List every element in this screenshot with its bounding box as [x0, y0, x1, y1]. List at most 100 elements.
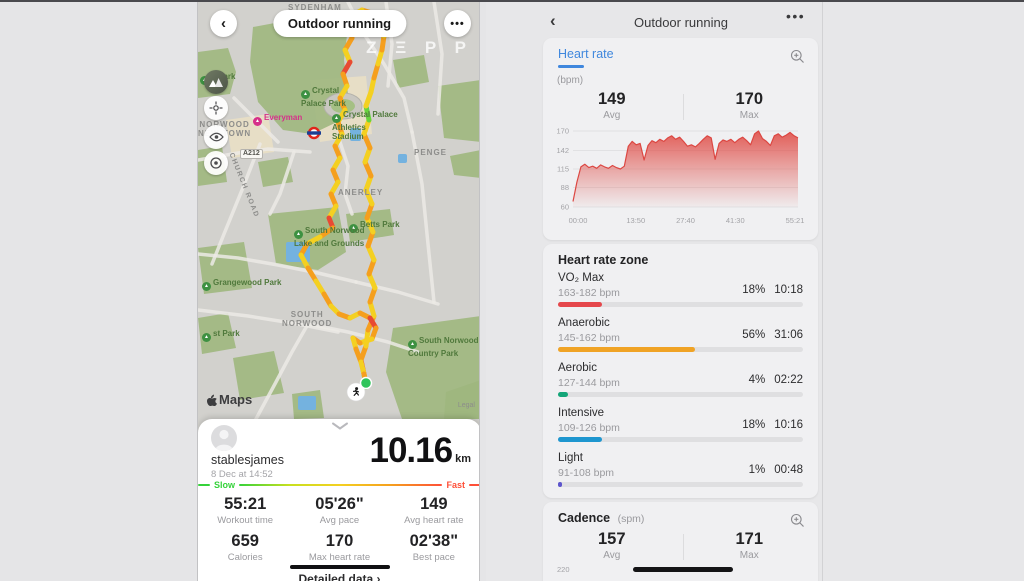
zone-range: 91-108 bpm: [558, 467, 615, 479]
zone-row-light: Light 91-108 bpm 1% 00:48: [558, 452, 803, 497]
route-map[interactable]: SYDENHAM▲d ParkNORWOOD NEW TOWN▲Everyman…: [198, 2, 479, 419]
mountains-icon: [209, 78, 223, 87]
divider: [683, 534, 684, 560]
svg-text:142: 142: [556, 146, 569, 155]
cadence-avg-max-row: 157 Avg 171 Max: [543, 530, 818, 561]
zone-bar-track: [558, 392, 803, 397]
right-phone-screen: ‹ Outdoor running ••• Heart rate (bpm) 1…: [486, 2, 1024, 581]
zone-bar-fill: [558, 302, 603, 307]
stat-value: 170: [325, 532, 354, 550]
chevron-down-icon[interactable]: [331, 422, 349, 430]
zone-name: Light: [558, 452, 583, 464]
compass-icon: [209, 101, 223, 115]
stat-item: 659 Calories: [198, 532, 292, 563]
page-title: Outdoor running: [634, 15, 728, 30]
home-indicator[interactable]: [289, 565, 390, 569]
zone-name: Aerobic: [558, 362, 597, 374]
zone-stats: 1% 00:48: [749, 464, 803, 476]
stat-value: 05'26": [315, 495, 364, 513]
cadence-unit-label: (spm): [617, 513, 645, 525]
stat-item: 149 Avg heart rate: [387, 495, 479, 526]
stat-value: 149: [420, 495, 448, 513]
apple-logo-icon: [207, 394, 217, 406]
eye-icon: [208, 132, 224, 142]
zone-bar-track: [558, 347, 803, 352]
zone-percent: 1%: [748, 464, 766, 476]
zone-percent: 18%: [742, 284, 766, 296]
target-icon: [210, 157, 222, 169]
cadence-avg-label: Avg: [603, 550, 621, 561]
stat-label: Avg pace: [319, 515, 360, 526]
pace-gradient-bar: [239, 483, 443, 487]
cadence-title-row: Cadence (spm): [558, 511, 644, 525]
heart-rate-card: Heart rate (bpm) 149 Avg 170 Max: [543, 38, 818, 240]
stat-label: Max heart rate: [308, 552, 371, 563]
pace-fast-label: Fast: [446, 480, 465, 490]
zone-row-vo-max: VO₂ Max 163-182 bpm 18% 10:18: [558, 272, 803, 317]
person-icon: [215, 429, 233, 451]
zone-bar-fill: [558, 392, 568, 397]
locate-button[interactable]: [204, 151, 228, 175]
zone-bar-track: [558, 302, 803, 307]
svg-text:27:40: 27:40: [676, 216, 695, 225]
avatar[interactable]: [211, 425, 237, 451]
legal-link[interactable]: Legal: [457, 402, 475, 409]
zone-time: 02:22: [774, 374, 803, 386]
more-button[interactable]: •••: [786, 8, 806, 24]
stat-value: 02'38": [409, 532, 459, 550]
tab-heart-rate[interactable]: Heart rate: [558, 47, 614, 61]
stat-item: 05'26" Avg pace: [292, 495, 386, 526]
back-button[interactable]: ‹: [550, 11, 556, 30]
cadence-max-value: 171: [735, 530, 764, 548]
zone-row-intensive: Intensive 109-126 bpm 18% 10:16: [558, 407, 803, 452]
divider: [683, 94, 684, 120]
zone-stats: 18% 10:16: [742, 419, 803, 431]
svg-text:13:50: 13:50: [626, 216, 645, 225]
distance-total: 10.16 km: [370, 431, 472, 471]
zoom-in-icon[interactable]: [790, 513, 805, 528]
heart-rate-chart: 170 142 115 88 60 00:00 13:50 27:40 41:30 55:21: [555, 127, 806, 230]
home-indicator[interactable]: [633, 567, 733, 572]
detailed-data-link[interactable]: Detailed data ›: [298, 572, 381, 581]
more-button[interactable]: •••: [444, 10, 471, 37]
zone-name: Anaerobic: [558, 317, 610, 329]
stat-item: 170 Max heart rate: [292, 532, 386, 563]
svg-text:170: 170: [556, 128, 569, 136]
pace-color-scale: Slow Fast: [198, 479, 479, 491]
summary-sheet: stablesjames 8 Dec at 14:52 10.16 km Slo…: [198, 419, 479, 581]
zone-range: 127-144 bpm: [558, 377, 620, 389]
zoom-in-icon[interactable]: [790, 49, 805, 64]
svg-text:55:21: 55:21: [786, 216, 805, 225]
hr-max-value: 170: [735, 90, 764, 108]
svg-text:115: 115: [557, 165, 569, 174]
visibility-button[interactable]: [204, 125, 228, 149]
zone-time: 10:16: [774, 419, 803, 431]
more-icon: •••: [450, 17, 465, 30]
zone-stats: 56% 31:06: [742, 329, 803, 341]
screen-edge-divider: [822, 2, 823, 581]
zone-row-anaerobic: Anaerobic 145-162 bpm 56% 31:06: [558, 317, 803, 362]
zepp-watermark: Z Ξ P P: [366, 38, 473, 57]
distance-value: 10.16: [369, 431, 454, 470]
zone-range: 145-162 bpm: [558, 332, 620, 344]
hr-avg-max-row: 149 Avg 170 Max: [543, 90, 818, 121]
svg-text:88: 88: [561, 183, 569, 192]
page-title: Outdoor running: [272, 10, 407, 37]
map-style-button[interactable]: [204, 70, 228, 94]
stat-value: 55:21: [224, 495, 267, 513]
svg-text:60: 60: [561, 203, 569, 212]
zone-name: VO₂ Max: [558, 272, 604, 284]
zone-percent: 56%: [742, 329, 766, 341]
stat-item: 55:21 Workout time: [198, 495, 292, 526]
zone-percent: 18%: [742, 419, 766, 431]
zone-time: 00:48: [774, 464, 803, 476]
back-button[interactable]: ‹: [210, 10, 237, 37]
workout-stats-grid: 55:21 Workout time 05'26" Avg pace 149 Avg he…: [198, 495, 479, 563]
workout-datetime: 8 Dec at 14:52: [211, 469, 273, 480]
zone-card-title: Heart rate zone: [558, 253, 649, 267]
compass-button[interactable]: [204, 96, 228, 120]
zone-bar-fill: [558, 437, 603, 442]
cadence-axis-tick: 220: [557, 565, 570, 574]
stat-label: Calories: [227, 552, 263, 563]
